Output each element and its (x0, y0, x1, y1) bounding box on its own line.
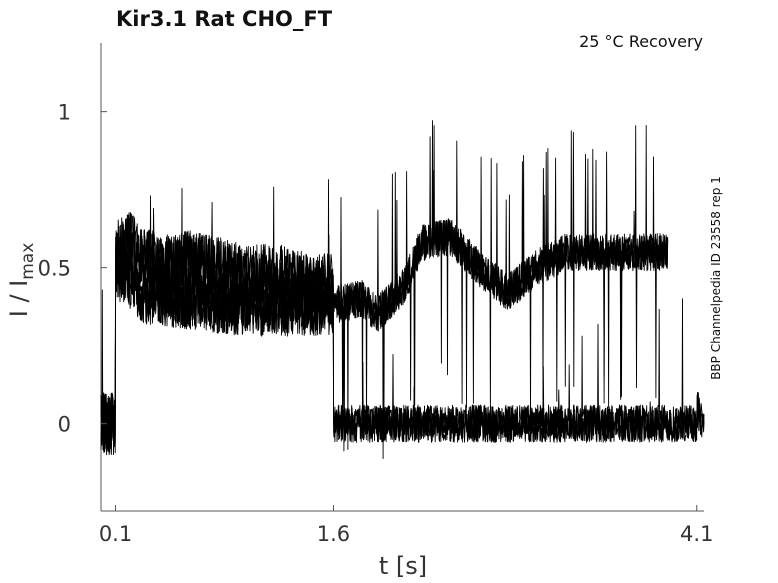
y-tick-label-0: 0 (58, 413, 71, 437)
x-tick-label-1: 1.6 (317, 522, 350, 546)
trace-5 (100, 120, 669, 452)
x-axis-label: t [s] (379, 552, 427, 580)
ticks: 0.1 1.6 4.1 0 0.5 1 (38, 101, 714, 546)
condition-label: 25 °C Recovery (579, 32, 703, 51)
trace-4 (100, 195, 705, 454)
x-tick-label-2: 4.1 (680, 522, 713, 546)
svg-text:I / Imax: I / Imax (5, 243, 38, 318)
traces (100, 120, 705, 459)
side-label-group: BBP Channelpedia ID 23558 rep 1 (709, 176, 723, 380)
chart-title: Kir3.1 Rat CHO_FT (116, 7, 333, 31)
x-tick-label-0: 0.1 (99, 522, 132, 546)
y-axis-label-sub: max (18, 243, 38, 280)
y-axis-label-main: I / I (5, 280, 33, 318)
y-axis-label: I / Imax (5, 243, 38, 318)
side-label: BBP Channelpedia ID 23558 rep 1 (709, 176, 723, 380)
y-tick-label-1: 0.5 (38, 257, 71, 281)
y-tick-label-2: 1 (58, 101, 71, 125)
